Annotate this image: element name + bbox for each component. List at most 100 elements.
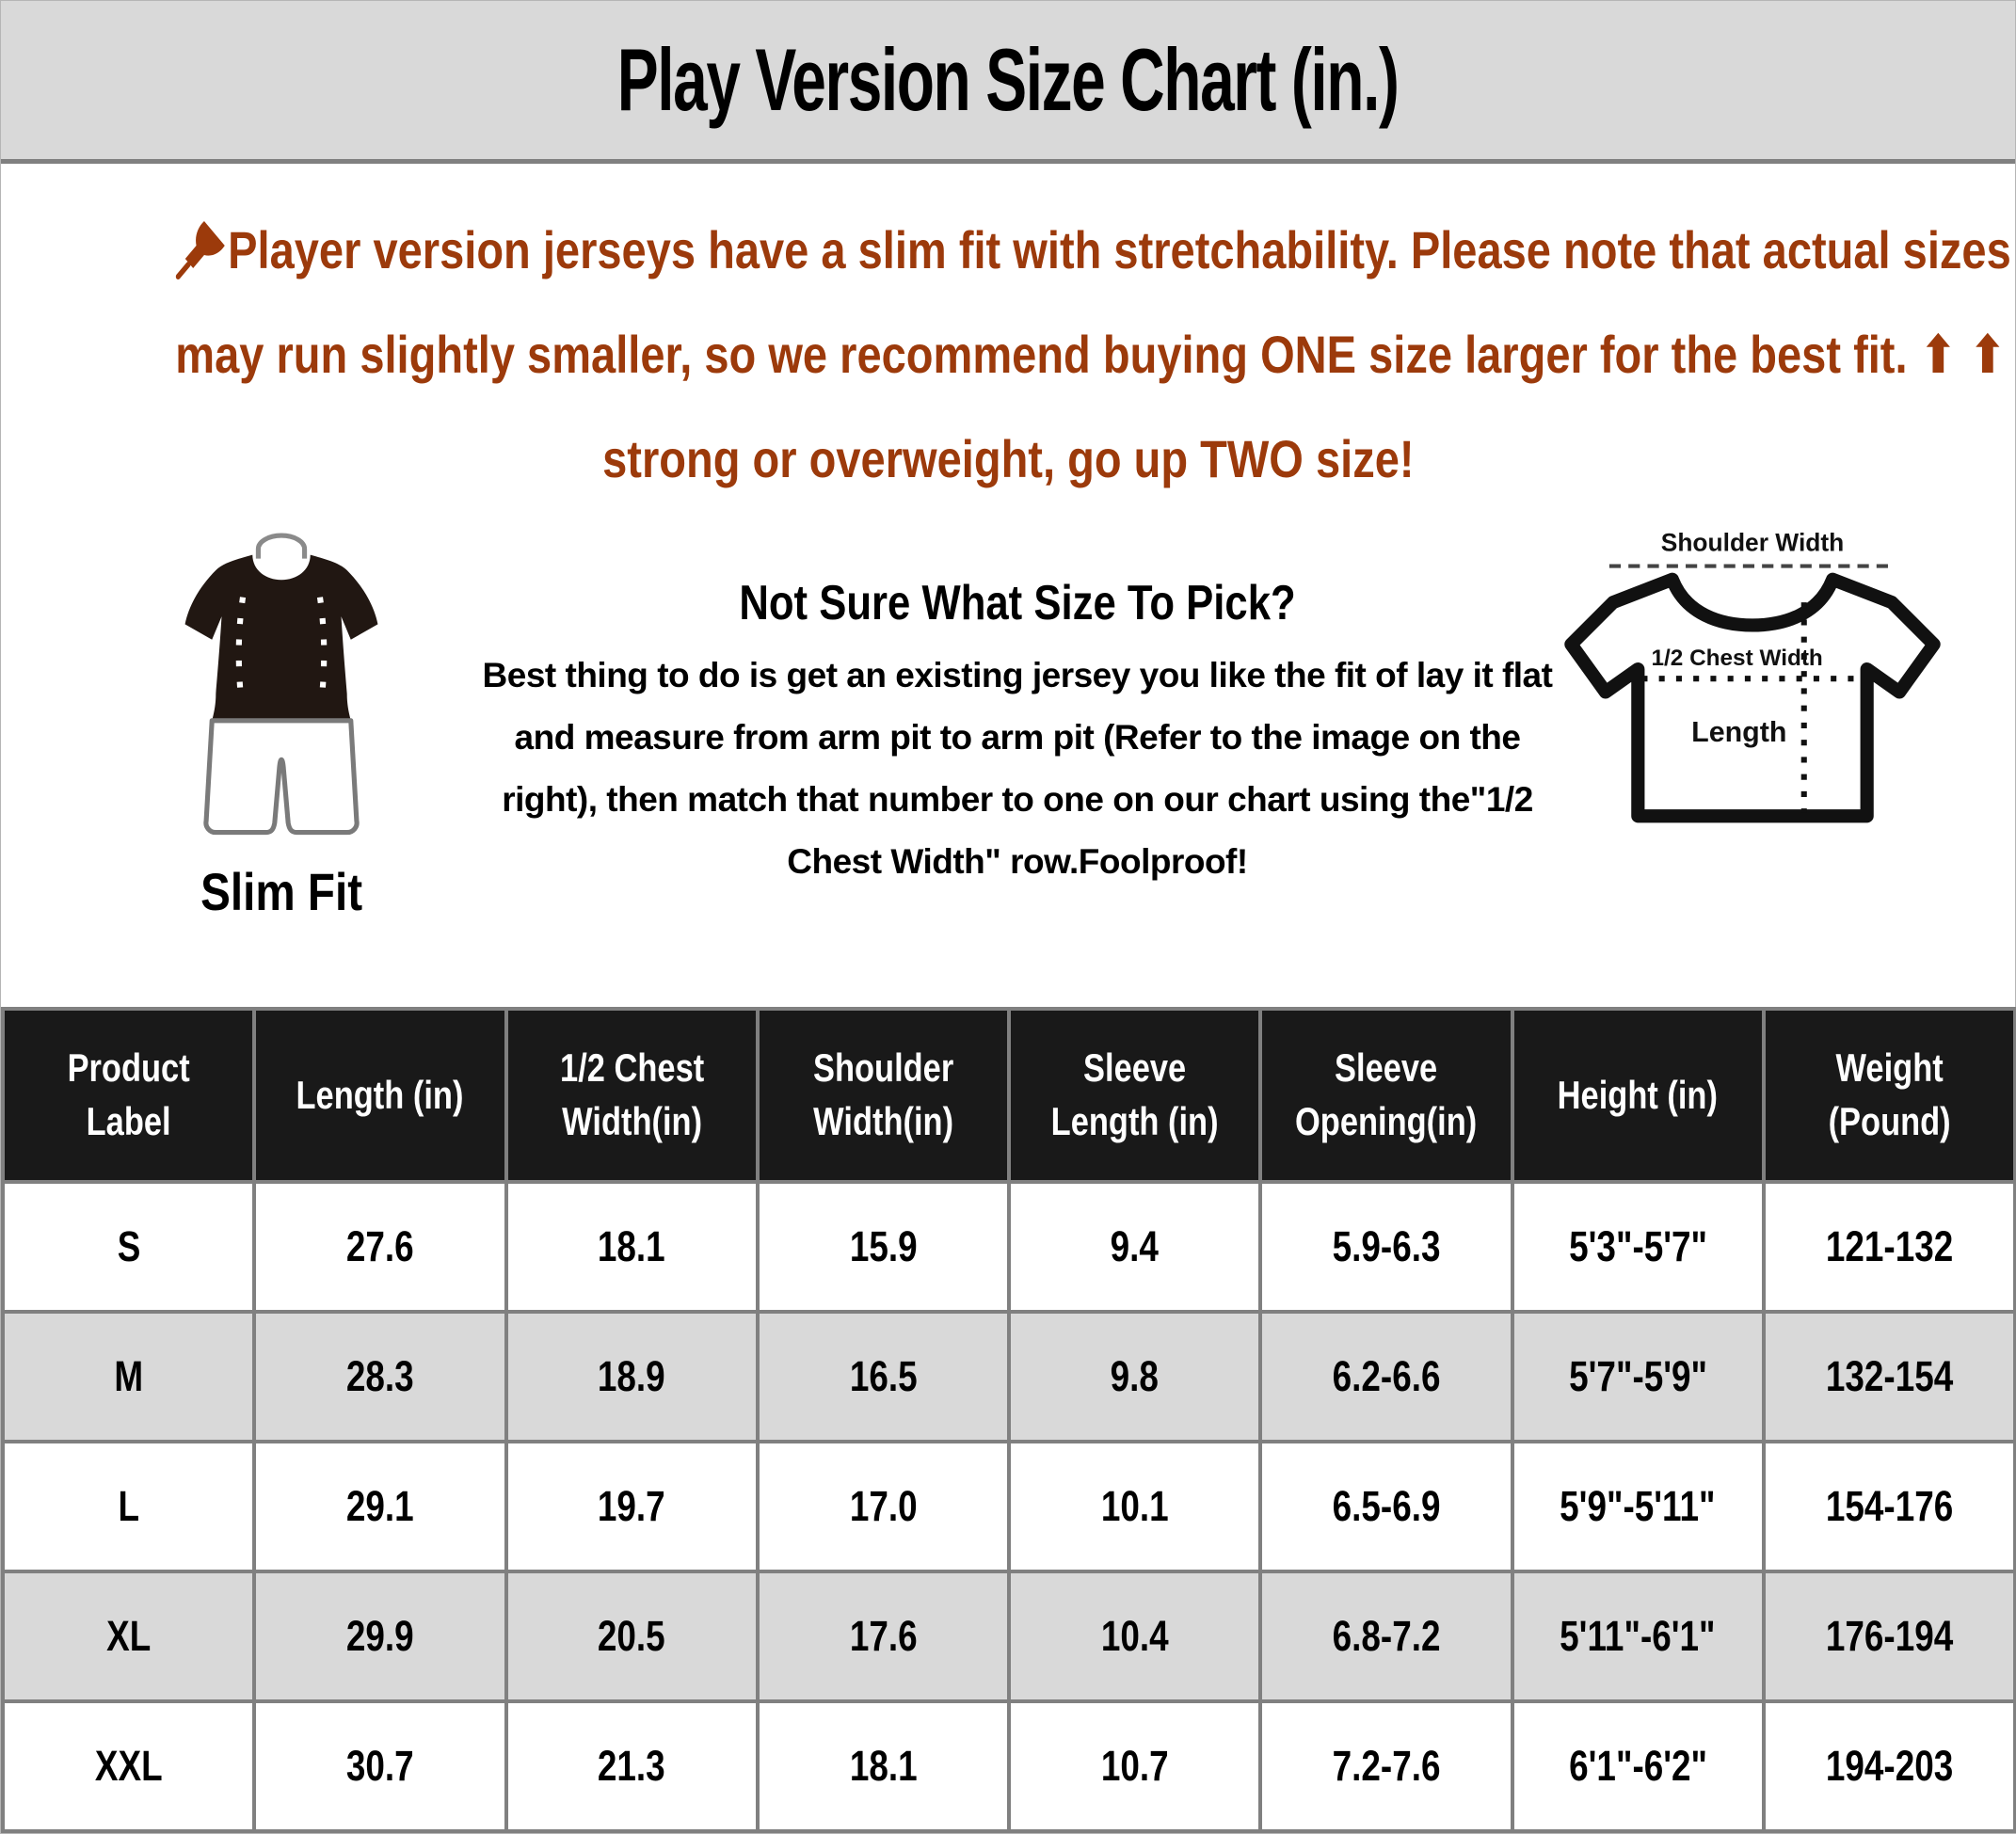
size-table-header-cell: Length (in) xyxy=(252,1007,508,1184)
cell-value: 10.4 xyxy=(1100,1612,1169,1660)
measurement-cell: 132-154 xyxy=(1761,1310,2016,1443)
size-table-head: Product Label Length (in) 1/2 Chest Width(… xyxy=(0,1007,2016,1184)
slim-fit-block: Slim Fit xyxy=(121,532,441,922)
size-pick-guide: Not Sure What Size To Pick? Best thing t… xyxy=(481,575,1554,893)
measurement-cell: 6.8-7.2 xyxy=(1258,1570,1514,1703)
header-label: Sleeve Length (in) xyxy=(1050,1045,1219,1143)
header-label: Product Label xyxy=(67,1045,190,1143)
cell-value: 132-154 xyxy=(1825,1352,1954,1400)
cell-value: L xyxy=(118,1482,139,1530)
measurement-cell: 18.9 xyxy=(504,1310,760,1443)
size-table-header-row: Product Label Length (in) 1/2 Chest Width(… xyxy=(0,1007,2016,1184)
cell-value: 121-132 xyxy=(1825,1222,1954,1270)
measurement-cell: 5.9-6.3 xyxy=(1258,1180,1514,1314)
table-row: M 28.3 18.9 16.5 9.8 6.2-6.6 5'7"-5'9" 132-154 xyxy=(0,1310,2016,1443)
fit-note-line-2: may run slightly smaller, so we recommen… xyxy=(1,310,2015,414)
measurement-cell: 29.9 xyxy=(252,1570,508,1703)
measurement-cell: 21.3 xyxy=(504,1699,760,1833)
size-table-header-cell: Product Label xyxy=(0,1007,257,1184)
pushpin-icon xyxy=(175,221,225,279)
measurement-cell: 27.6 xyxy=(252,1180,508,1314)
cell-value: 6.2-6.6 xyxy=(1332,1352,1441,1400)
measurement-cell: 5'9"-5'11" xyxy=(1510,1440,1766,1573)
size-table-header-cell: Height (in) xyxy=(1510,1007,1766,1184)
cell-value: 20.5 xyxy=(598,1612,666,1660)
cell-value: 5'7"-5'9" xyxy=(1568,1352,1707,1400)
guide-heading: Not Sure What Size To Pick? xyxy=(739,576,1296,630)
size-label-cell: S xyxy=(0,1180,257,1314)
size-table-header-cell: Sleeve Opening(in) xyxy=(1258,1007,1514,1184)
cell-value: 19.7 xyxy=(598,1482,666,1530)
measurement-cell: 10.7 xyxy=(1006,1699,1263,1833)
cell-value: 9.8 xyxy=(1110,1352,1160,1400)
fit-note-text-3: strong or overweight, go up TWO size! xyxy=(601,429,1415,488)
measurement-diagram-block: Shoulder Width 1/2 Chest Width Length xyxy=(1552,526,1957,869)
measurement-cell: 5'7"-5'9" xyxy=(1510,1310,1766,1443)
header-label: Height (in) xyxy=(1557,1072,1719,1117)
cell-value: 18.1 xyxy=(849,1742,918,1790)
cell-value: 194-203 xyxy=(1825,1742,1954,1790)
measurement-cell: 15.9 xyxy=(755,1180,1012,1314)
size-label-cell: XL xyxy=(0,1570,257,1703)
measurement-cell: 9.4 xyxy=(1006,1180,1263,1314)
fit-note-line-3: strong or overweight, go up TWO size! xyxy=(1,414,2015,518)
measurement-cell: 7.2-7.6 xyxy=(1258,1699,1514,1833)
size-label-cell: L xyxy=(0,1440,257,1573)
measurement-cell: 176-194 xyxy=(1761,1570,2016,1703)
cell-value: M xyxy=(114,1352,143,1400)
page-title: Play Version Size Chart (in.) xyxy=(617,30,1400,129)
cell-value: XXL xyxy=(94,1742,163,1790)
cell-value: 15.9 xyxy=(849,1222,918,1270)
size-table: Product Label Length (in) 1/2 Chest Width(… xyxy=(0,1007,2016,1833)
cell-value: 6'1"-6'2" xyxy=(1568,1742,1707,1790)
fit-note: Player version jerseys have a slim fit w… xyxy=(1,164,2015,518)
measurement-cell: 6.5-6.9 xyxy=(1258,1440,1514,1573)
measurement-cell: 194-203 xyxy=(1761,1699,2016,1833)
cell-value: 6.5-6.9 xyxy=(1332,1482,1441,1530)
measurement-cell: 6.2-6.6 xyxy=(1258,1310,1514,1443)
header-label: Shoulder Width(in) xyxy=(812,1045,953,1143)
fit-note-text-1: Player version jerseys have a slim fit w… xyxy=(228,220,2011,279)
cell-value: 176-194 xyxy=(1825,1612,1954,1660)
measurement-cell: 6'1"-6'2" xyxy=(1510,1699,1766,1833)
cell-value: S xyxy=(117,1222,140,1270)
measurement-cell: 29.1 xyxy=(252,1440,508,1573)
size-label-cell: M xyxy=(0,1310,257,1443)
cell-value: 10.7 xyxy=(1100,1742,1169,1790)
size-table-body: S 27.6 18.1 15.9 9.4 5.9-6.3 5'3"-5'7" 121-132 M… xyxy=(0,1180,2016,1833)
measurement-cell: 10.1 xyxy=(1006,1440,1263,1573)
title-band: Play Version Size Chart (in.) xyxy=(1,1,2015,164)
slim-fit-figure-icon xyxy=(184,533,378,836)
cell-value: 7.2-7.6 xyxy=(1332,1742,1441,1790)
fit-note-line-1: Player version jerseys have a slim fit w… xyxy=(1,205,2015,310)
length-label: Length xyxy=(1691,716,1786,748)
table-row: XL 29.9 20.5 17.6 10.4 6.8-7.2 5'11"-6'1" 176-1… xyxy=(0,1570,2016,1703)
cell-value: 6.8-7.2 xyxy=(1332,1612,1441,1660)
header-label: Sleeve Opening(in) xyxy=(1295,1045,1478,1143)
cell-value: 16.5 xyxy=(849,1352,918,1400)
cell-value: 5'11"-6'1" xyxy=(1560,1612,1716,1660)
size-table-header-cell: Weight (Pound) xyxy=(1761,1007,2016,1184)
cell-value: 17.6 xyxy=(849,1612,918,1660)
cell-value: 29.1 xyxy=(345,1482,414,1530)
measurement-cell: 9.8 xyxy=(1006,1310,1263,1443)
cell-value: 5'9"-5'11" xyxy=(1560,1482,1716,1530)
cell-value: XL xyxy=(106,1612,152,1660)
header-label: 1/2 Chest Width(in) xyxy=(559,1045,704,1143)
measurement-cell: 20.5 xyxy=(504,1570,760,1703)
middle-section: Slim Fit Not Sure What Size To Pick? Bes… xyxy=(1,526,2015,1003)
size-table-header-cell: 1/2 Chest Width(in) xyxy=(504,1007,760,1184)
slim-fit-label: Slim Fit xyxy=(200,862,362,921)
cell-value: 154-176 xyxy=(1825,1482,1954,1530)
measurement-cell: 30.7 xyxy=(252,1699,508,1833)
measurement-cell: 5'3"-5'7" xyxy=(1510,1180,1766,1314)
header-label: Weight (Pound) xyxy=(1828,1045,1951,1143)
cell-value: 30.7 xyxy=(345,1742,414,1790)
fit-note-text-2: may run slightly smaller, so we recommen… xyxy=(175,325,2007,384)
tshirt-measurement-diagram-icon: Shoulder Width 1/2 Chest Width Length xyxy=(1564,528,1941,823)
measurement-cell: 5'11"-6'1" xyxy=(1510,1570,1766,1703)
measurement-cell: 18.1 xyxy=(504,1180,760,1314)
cell-value: 18.1 xyxy=(598,1222,666,1270)
table-row: S 27.6 18.1 15.9 9.4 5.9-6.3 5'3"-5'7" 121-132 xyxy=(0,1180,2016,1314)
measurement-cell: 28.3 xyxy=(252,1310,508,1443)
